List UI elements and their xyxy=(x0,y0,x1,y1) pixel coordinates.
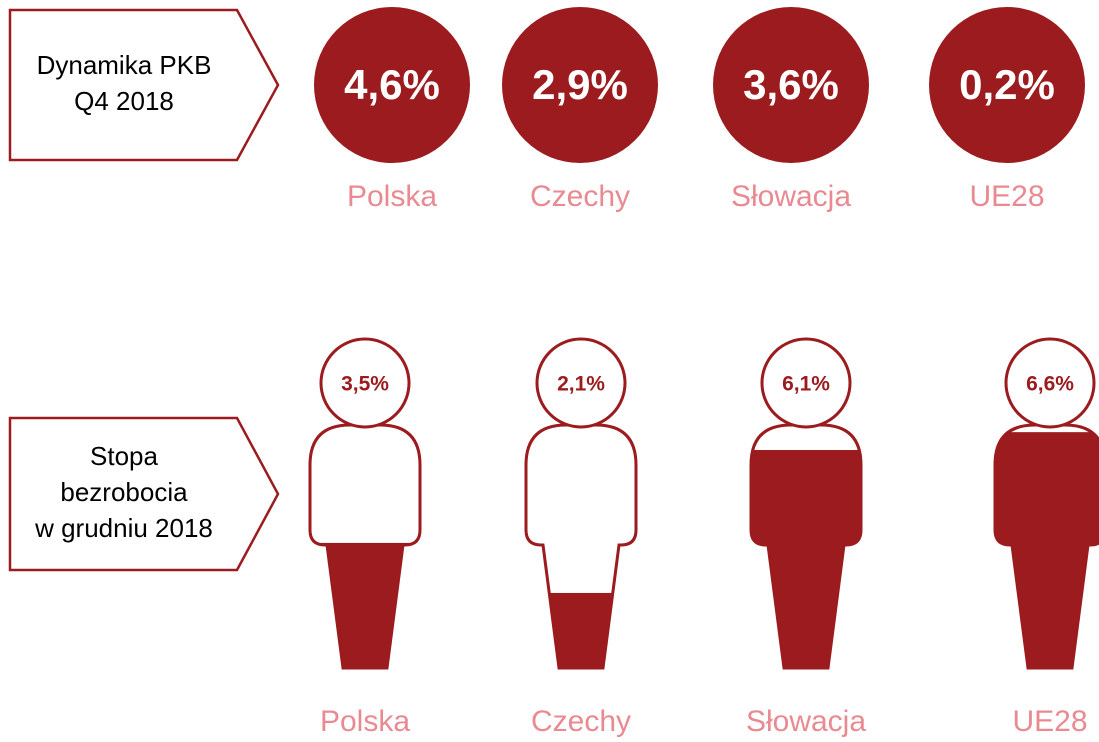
row-label: Dynamika PKB xyxy=(37,50,212,80)
value-label: 4,6% xyxy=(344,61,440,108)
category-label: Słowacja xyxy=(731,180,851,213)
row-label: Stopa xyxy=(90,441,158,471)
row-label: bezrobocia xyxy=(60,477,188,507)
figure-head xyxy=(319,337,411,429)
value-circle xyxy=(314,7,470,163)
value-label: 6,1% xyxy=(782,373,830,396)
value-circle xyxy=(929,7,1085,163)
figure-head xyxy=(760,337,852,429)
category-label: UE28 xyxy=(1012,705,1087,738)
value-circle xyxy=(713,7,869,163)
fill-level xyxy=(995,432,1099,668)
value-label: 3,5% xyxy=(341,373,389,396)
value-label: 0,2% xyxy=(959,61,1055,108)
fill-level xyxy=(310,542,420,668)
value-circle xyxy=(502,7,658,163)
category-label: Polska xyxy=(320,705,410,738)
label-arrow xyxy=(8,416,280,572)
category-label: Czechy xyxy=(530,180,630,213)
category-label: Słowacja xyxy=(746,705,866,738)
value-label: 2,9% xyxy=(532,61,628,108)
value-label: 6,6% xyxy=(1026,373,1074,396)
row-label: w grudniu 2018 xyxy=(34,513,213,543)
fill-level xyxy=(751,450,861,668)
category-label: Polska xyxy=(347,180,437,213)
category-label: Czechy xyxy=(531,705,631,738)
label-arrow xyxy=(8,8,280,162)
category-label: UE28 xyxy=(969,180,1044,213)
value-label: 2,1% xyxy=(557,373,605,396)
figure-head xyxy=(1004,337,1096,429)
row-label: Q4 2018 xyxy=(74,86,174,116)
figure-head xyxy=(535,337,627,429)
fill-level xyxy=(526,592,636,668)
value-label: 3,6% xyxy=(743,61,839,108)
